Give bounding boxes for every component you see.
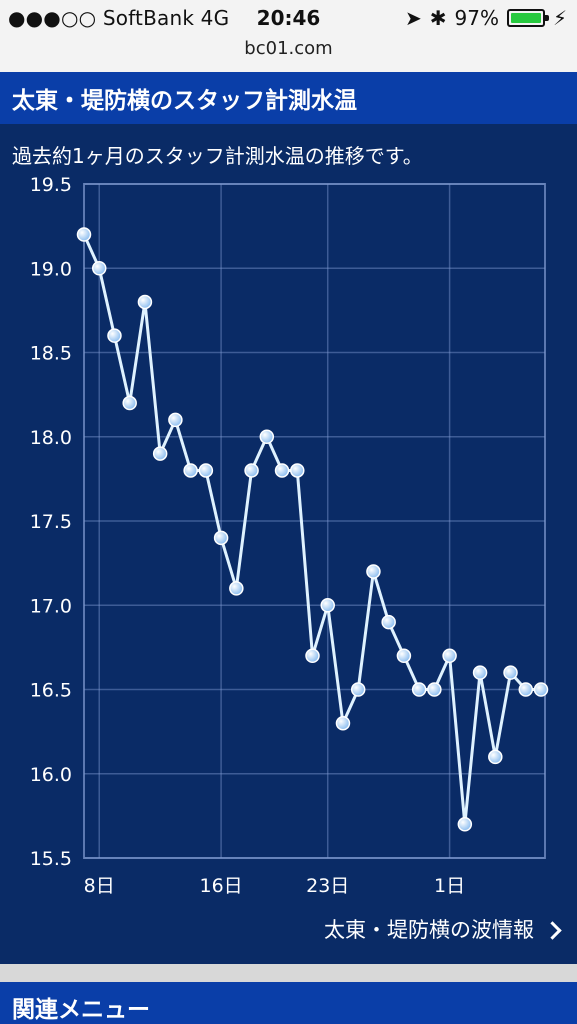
carrier-label: ●●●○○ SoftBank 4G <box>8 6 230 30</box>
temperature-point-26 <box>472 665 488 680</box>
related-menu-header: 関連メニュー <box>0 982 577 1024</box>
temperature-point-2 <box>107 328 122 343</box>
page-title: 太東・堤防横のスタッフ計測水温 <box>0 72 577 124</box>
temperature-point-7 <box>183 463 198 478</box>
chart-svg: 19.5 19.0 18.5 18.0 17.5 17.0 16.5 16.0 15.5 8日 16… <box>30 174 549 897</box>
temperature-point-27 <box>488 749 503 765</box>
temperature-point-14 <box>290 463 305 478</box>
y-tick-label: 19.0 <box>30 258 72 280</box>
temperature-point-29 <box>518 682 534 697</box>
temperature-point-6 <box>168 412 183 428</box>
location-icon: ➤ <box>404 6 422 30</box>
x-tick-label: 16日 <box>200 875 243 897</box>
status-row: ●●●○○ SoftBank 4G 20:46 ➤ ✱ 97% ⚡ <box>0 0 577 38</box>
temperature-point-25 <box>457 817 473 832</box>
wave-info-link[interactable]: 太東・堤防横の波情報 <box>324 914 562 944</box>
temperature-point-13 <box>274 463 290 478</box>
temperature-point-9 <box>213 530 229 546</box>
battery-percentage: 97% <box>454 6 499 30</box>
temperature-point-10 <box>229 581 244 596</box>
temperature-point-11 <box>244 463 259 478</box>
chart-description: 過去約1ヶ月のスタッフ計測水温の推移です。 <box>12 144 423 168</box>
time-label: 20:46 <box>256 6 321 30</box>
temperature-series-line <box>82 233 541 826</box>
y-tick-label: 17.0 <box>30 595 72 617</box>
battery-level-icon <box>510 13 541 23</box>
temperature-point-12 <box>259 429 275 444</box>
y-tick-label: 18.5 <box>30 343 72 365</box>
address-bar-url[interactable]: bc01.com <box>244 38 333 59</box>
temperature-point-17 <box>335 715 351 731</box>
temperature-point-15 <box>305 648 320 664</box>
temperature-point-0 <box>76 227 92 242</box>
bluetooth-icon: ✱ <box>429 6 447 30</box>
x-tick-label: 8日 <box>84 875 115 897</box>
plot-area-frame <box>83 183 546 859</box>
battery-tip-icon <box>544 15 549 21</box>
y-tick-label: 19.5 <box>30 174 72 196</box>
x-tick-label: 1日 <box>434 875 465 897</box>
temperature-point-23 <box>427 682 442 697</box>
y-tick-label: 16.0 <box>30 764 72 786</box>
temperature-point-4 <box>137 294 153 310</box>
temperature-point-28 <box>503 665 518 680</box>
status-icons: ➤ ✱ 97% ⚡ <box>405 6 567 30</box>
temperature-point-24 <box>442 648 457 664</box>
x-tick-label: 23日 <box>306 875 349 897</box>
temperature-point-16 <box>320 598 335 613</box>
temperature-point-5 <box>152 446 168 461</box>
temperature-point-20 <box>381 614 396 630</box>
status-bar: ●●●○○ SoftBank 4G 20:46 ➤ ✱ 97% ⚡ bc01.c… <box>0 0 577 72</box>
temperature-point-30 <box>533 682 549 697</box>
section-separator <box>0 964 577 982</box>
wave-info-link-label[interactable]: 太東・堤防横の波情報 <box>324 918 534 942</box>
temperature-point-19 <box>366 564 381 579</box>
temperature-point-1 <box>91 261 107 276</box>
chevron-right-icon <box>543 920 562 940</box>
battery-icon <box>506 9 549 27</box>
water-temperature-chart: 19.5 19.0 18.5 18.0 17.5 17.0 16.5 16.0 15.5 8日 16… <box>0 174 577 944</box>
y-tick-label: 16.5 <box>30 680 72 702</box>
y-tick-label: 15.5 <box>30 848 72 870</box>
temperature-point-22 <box>411 682 427 697</box>
temperature-point-21 <box>396 648 412 664</box>
temperature-point-8 <box>198 463 214 478</box>
charging-icon: ⚡ <box>552 6 567 30</box>
y-tick-label: 18.0 <box>30 427 72 449</box>
main-content: 過去約1ヶ月のスタッフ計測水温の推移です。 19.5 19.0 18.5 18.0 17… <box>0 124 577 964</box>
temperature-point-18 <box>350 682 366 697</box>
temperature-point-3 <box>122 395 137 411</box>
y-tick-label: 17.5 <box>30 511 72 533</box>
